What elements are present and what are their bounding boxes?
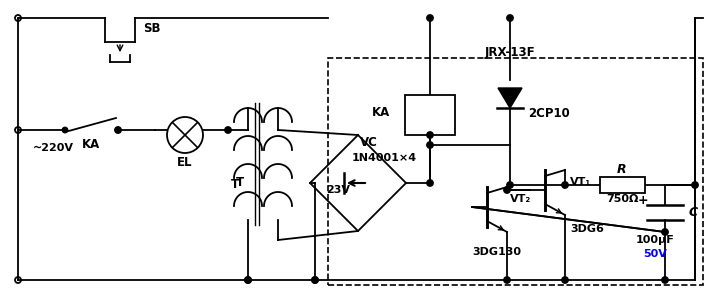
Circle shape <box>427 15 433 21</box>
Text: 2CP10: 2CP10 <box>528 107 570 119</box>
Text: KA: KA <box>372 106 390 119</box>
Circle shape <box>427 142 433 148</box>
Text: 50V: 50V <box>643 249 667 259</box>
Text: VC: VC <box>360 135 378 149</box>
Text: KA: KA <box>82 138 100 150</box>
Text: 100μF: 100μF <box>636 235 674 245</box>
Circle shape <box>245 277 251 283</box>
Circle shape <box>427 132 433 138</box>
Circle shape <box>507 15 513 21</box>
Circle shape <box>504 187 510 193</box>
Circle shape <box>62 127 67 133</box>
Text: 3DG6: 3DG6 <box>570 224 604 234</box>
Text: +: + <box>638 195 648 208</box>
Circle shape <box>225 127 231 133</box>
Text: T: T <box>231 178 239 192</box>
Circle shape <box>662 277 668 283</box>
Circle shape <box>662 229 668 235</box>
Text: SB: SB <box>143 21 160 34</box>
Bar <box>405 95 455 135</box>
Text: T: T <box>236 176 244 188</box>
Text: JRX-13F: JRX-13F <box>485 45 535 59</box>
Text: EL: EL <box>177 156 193 169</box>
Circle shape <box>507 182 513 188</box>
Circle shape <box>427 180 433 186</box>
Circle shape <box>115 127 121 133</box>
Circle shape <box>115 127 120 133</box>
Bar <box>328 58 703 285</box>
Text: 3DG130: 3DG130 <box>472 247 521 257</box>
Circle shape <box>504 277 510 283</box>
Bar <box>600 177 645 193</box>
Text: R: R <box>617 162 627 176</box>
Text: VT₂: VT₂ <box>510 194 531 204</box>
Text: 1N4001×4: 1N4001×4 <box>352 153 417 163</box>
Circle shape <box>312 277 318 283</box>
Circle shape <box>562 182 568 188</box>
Text: VT₁: VT₁ <box>570 177 592 187</box>
Text: ~220V: ~220V <box>33 143 74 153</box>
Circle shape <box>245 277 251 283</box>
Text: 23V: 23V <box>326 185 350 195</box>
Circle shape <box>312 277 318 283</box>
Text: 750Ω: 750Ω <box>606 194 638 204</box>
Circle shape <box>692 182 698 188</box>
Polygon shape <box>498 88 522 108</box>
Text: C: C <box>689 205 697 219</box>
Circle shape <box>562 277 568 283</box>
